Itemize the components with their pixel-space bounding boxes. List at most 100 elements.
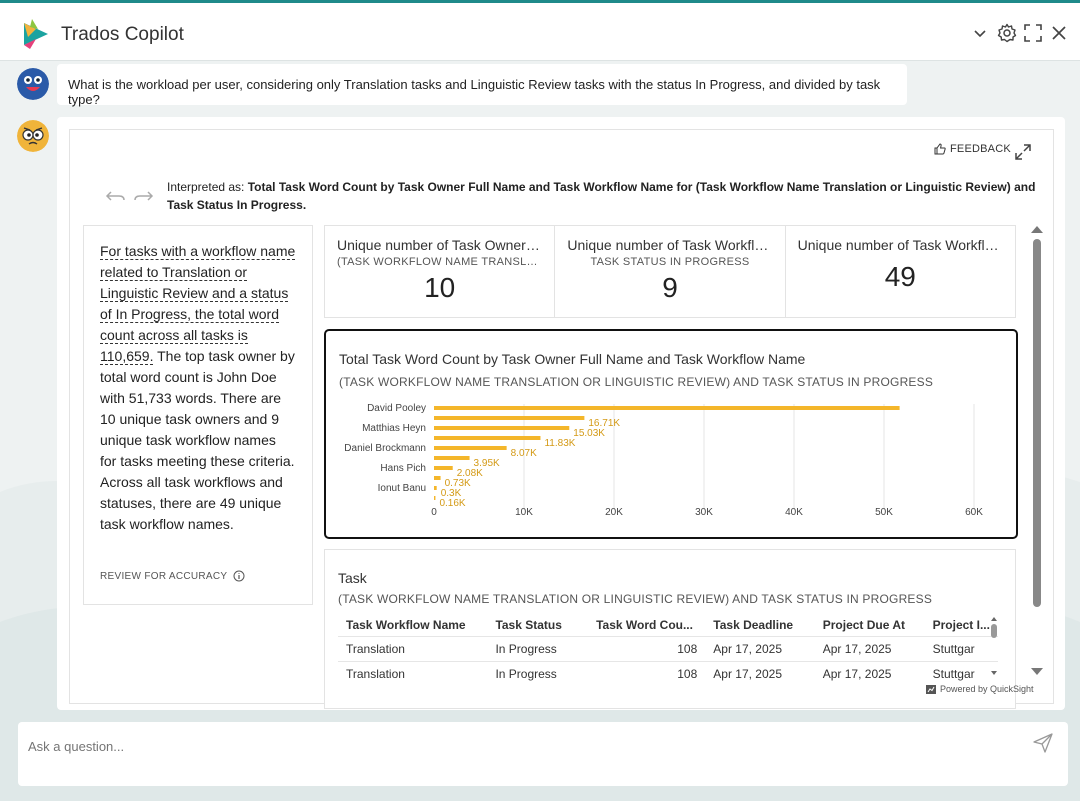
ask-box: [18, 722, 1068, 786]
y-category-label: Matthias Heyn: [362, 423, 426, 434]
data-label: 3.95K: [474, 458, 500, 469]
question-bubble: What is the workload per user, consideri…: [57, 64, 907, 107]
task-table: Task Workflow Name Task Status Task Word…: [338, 614, 998, 686]
kpi-subtitle: TASK STATUS IN PROGRESS: [590, 256, 750, 268]
table-header-row: Task Workflow Name Task Status Task Word…: [338, 614, 998, 636]
table-cell: Translation: [338, 635, 488, 661]
table-scrollbar[interactable]: [989, 616, 999, 676]
bar-chart-card[interactable]: Total Task Word Count by Task Owner Full…: [324, 329, 1018, 539]
close-icon[interactable]: [1047, 21, 1071, 45]
data-label: 15.03K: [573, 428, 605, 439]
user-avatar: [17, 68, 49, 100]
column-header[interactable]: Project Due At: [822, 617, 905, 632]
bar[interactable]: [434, 416, 585, 420]
data-label: 11.83K: [544, 438, 575, 449]
bar[interactable]: [434, 466, 453, 470]
interpretation-text: Interpreted as: Total Task Word Count by…: [167, 178, 1037, 214]
x-tick-label: 40K: [785, 507, 803, 518]
panel-scrollbar[interactable]: [1029, 225, 1045, 675]
kpi-title: Unique number of Task Owner Full Name: [337, 237, 542, 253]
copilot-avatar: [17, 120, 49, 152]
table-cell: Translation: [338, 660, 488, 686]
y-category-label: David Pooley: [367, 403, 426, 414]
column-header[interactable]: Task Workflow Name: [346, 617, 466, 632]
top-accent-strip: [0, 0, 1080, 3]
kpi-row: Unique number of Task Owner Full Name (T…: [324, 225, 1016, 318]
table-title: Task: [338, 570, 367, 586]
chevron-down-icon[interactable]: [968, 21, 992, 45]
table-cell: In Progress: [487, 635, 589, 661]
data-label: 0.73K: [445, 478, 471, 489]
data-label: 0.3K: [441, 488, 462, 499]
bar[interactable]: [434, 436, 541, 440]
powered-by-label: Powered by QuickSight: [940, 684, 1034, 694]
fullscreen-icon[interactable]: [1021, 21, 1045, 45]
table-cell: Apr 17, 2025: [705, 635, 815, 661]
undo-icon[interactable]: [105, 187, 127, 205]
header: Trados Copilot: [0, 3, 1080, 61]
quicksight-panel: FEEDBACK Interpreted as: Total Task Word…: [69, 129, 1054, 709]
x-tick-label: 0: [431, 507, 437, 518]
bar[interactable]: [434, 496, 436, 500]
column-header[interactable]: Task Status: [495, 617, 562, 632]
y-category-label: Hans Pich: [380, 463, 426, 474]
bar[interactable]: [434, 446, 507, 450]
task-table-card: Task (TASK WORKFLOW NAME TRANSLATION OR …: [324, 549, 1016, 709]
table-cell: Stuttgar: [924, 635, 998, 661]
chart-subtitle: (TASK WORKFLOW NAME TRANSLATION OR LINGU…: [339, 375, 934, 389]
data-label: 8.07K: [511, 448, 537, 459]
expand-icon[interactable]: [1014, 143, 1032, 161]
review-for-accuracy-button[interactable]: REVIEW FOR ACCURACY: [100, 570, 245, 582]
data-label: 16.71K: [588, 418, 620, 429]
bar[interactable]: [434, 426, 570, 430]
x-tick-label: 30K: [695, 507, 713, 518]
table-cell: Stuttgar: [924, 660, 998, 686]
bar[interactable]: [434, 486, 437, 490]
table-subtitle: (TASK WORKFLOW NAME TRANSLATION OR LINGU…: [338, 592, 933, 606]
y-category-label: Ionut Banu: [378, 483, 426, 494]
send-icon[interactable]: [1032, 732, 1054, 754]
gear-icon[interactable]: [995, 21, 1019, 45]
redo-icon[interactable]: [132, 187, 154, 205]
kpi-unique-workflow-names-in-progress[interactable]: Unique number of Task Workflow Name TASK…: [555, 226, 786, 317]
table-cell: 108: [588, 635, 706, 661]
summary-highlight[interactable]: For tasks with a workflow name related t…: [100, 243, 296, 365]
kpi-subtitle: (TASK WORKFLOW NAME TRANSLATION OR LINGU…: [337, 256, 542, 268]
column-header[interactable]: Task Word Cou...: [596, 617, 693, 632]
kpi-value: 49: [884, 261, 916, 292]
bar-chart: 0 10K 20K 30K 40K 50K 60K David Pooley 16.71K15.…: [344, 403, 983, 518]
answer-card: FEEDBACK Interpreted as: Total Task Word…: [57, 117, 1065, 710]
bar[interactable]: [434, 476, 441, 480]
table-cell: In Progress: [487, 660, 589, 686]
x-tick-label: 20K: [605, 507, 623, 518]
bar[interactable]: [434, 406, 900, 410]
interpretation-prefix: Interpreted as:: [167, 180, 248, 194]
x-tick-label: 60K: [965, 507, 983, 518]
column-header[interactable]: Task Deadline: [713, 617, 794, 632]
x-tick-label: 50K: [875, 507, 893, 518]
table-cell: Apr 17, 2025: [705, 660, 815, 686]
feedback-button[interactable]: FEEDBACK: [934, 143, 1011, 155]
bar[interactable]: [434, 456, 470, 460]
app-title: Trados Copilot: [61, 24, 184, 45]
kpi-unique-task-owners[interactable]: Unique number of Task Owner Full Name (T…: [325, 226, 556, 317]
ask-input[interactable]: [28, 736, 1008, 756]
kpi-title: Unique number of Task Workflow Name: [567, 237, 773, 253]
feedback-label: FEEDBACK: [950, 143, 1011, 155]
data-label: 0.16K: [439, 498, 465, 509]
kpi-value: 9: [662, 272, 678, 303]
table-row[interactable]: Translation In Progress 108 Apr 17, 2025…: [338, 660, 998, 686]
thumbs-up-icon: [934, 143, 946, 155]
table-cell: Apr 17, 2025: [814, 635, 925, 661]
chart-title: Total Task Word Count by Task Owner Full…: [339, 351, 806, 367]
column-header[interactable]: Project I...: [932, 617, 990, 632]
trados-logo-icon: [24, 19, 48, 49]
table-row[interactable]: Translation In Progress 108 Apr 17, 2025…: [338, 635, 998, 661]
x-tick-label: 10K: [515, 507, 533, 518]
kpi-unique-workflow-names-all[interactable]: Unique number of Task Workflow Name 49: [786, 226, 1015, 317]
powered-by: Powered by QuickSight: [926, 684, 1034, 694]
quicksight-icon: [926, 684, 936, 694]
table-cell: 108: [588, 660, 706, 686]
summary-panel: For tasks with a workflow name related t…: [83, 225, 313, 605]
kpi-value: 10: [424, 272, 456, 303]
